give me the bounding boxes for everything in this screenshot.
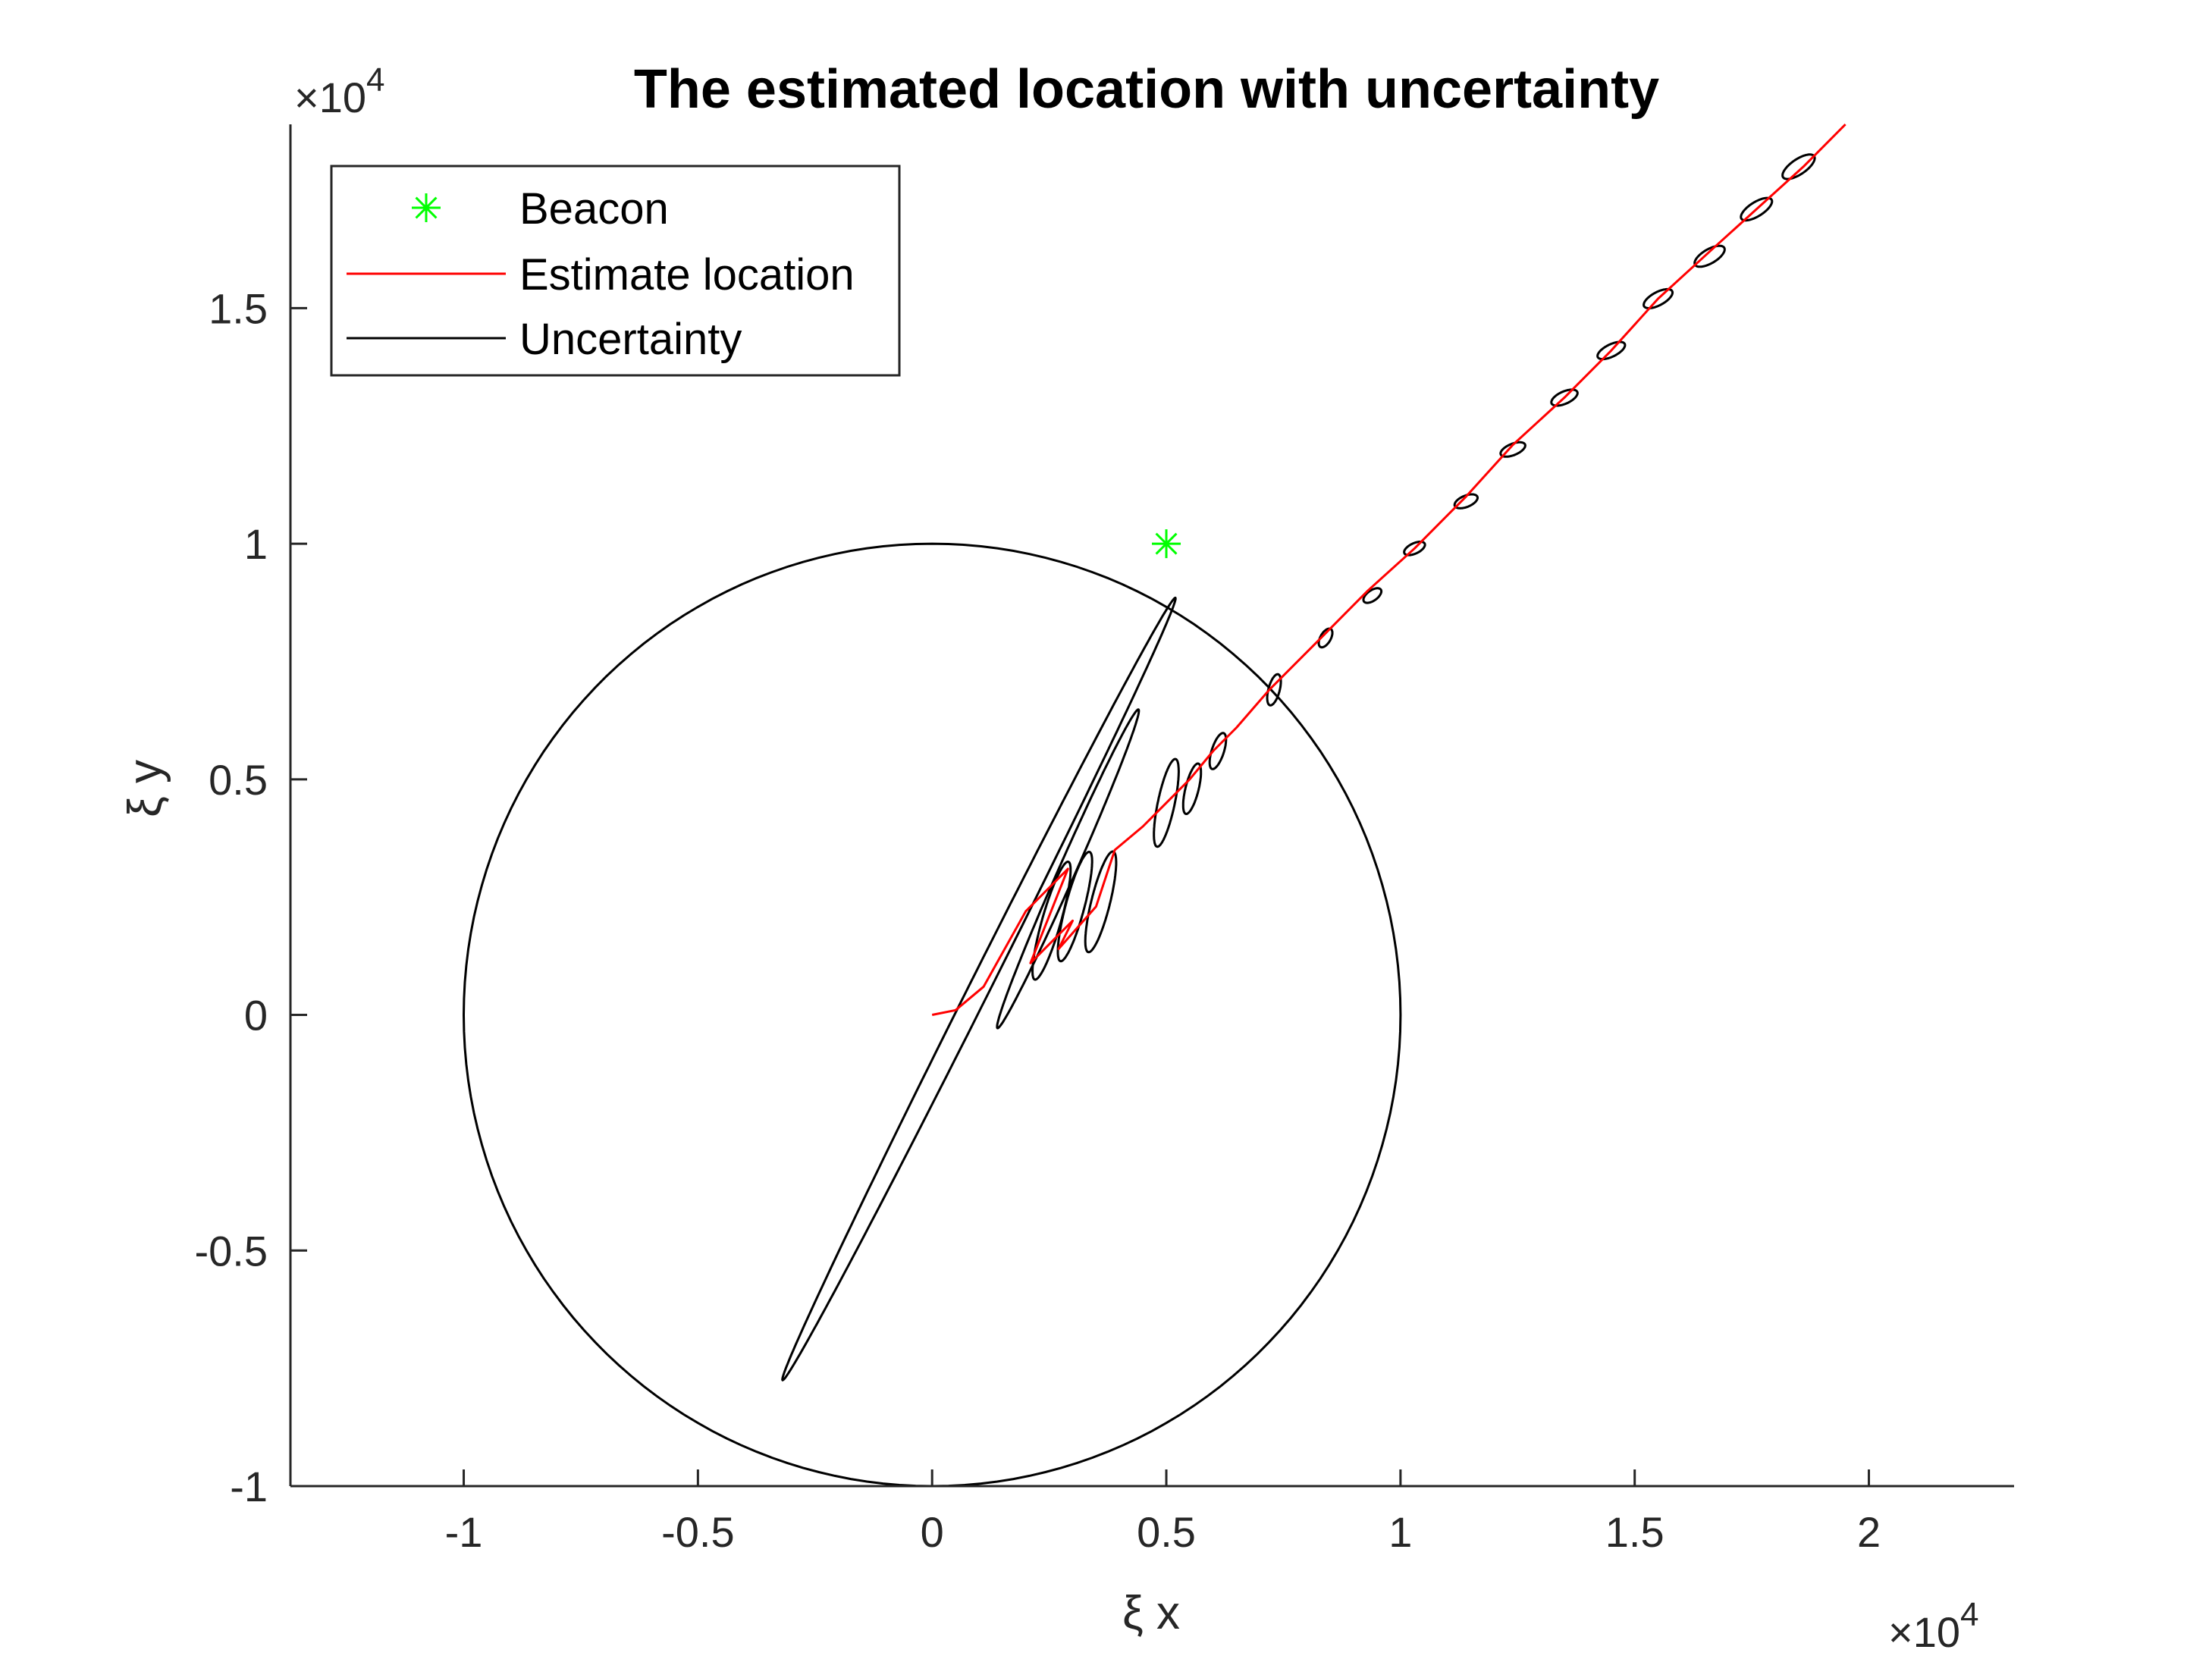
legend-item-beacon: Beacon bbox=[412, 184, 669, 234]
x-tick-label-4: 1 bbox=[1388, 1508, 1412, 1556]
x-tick-label-2: 0 bbox=[921, 1508, 944, 1556]
uncertainty-ellipse-20 bbox=[1781, 153, 1816, 180]
uncertainty-ellipse-9 bbox=[1266, 673, 1282, 707]
y-multiplier-base: ×10 bbox=[294, 74, 366, 121]
x-tick-label-1: -0.5 bbox=[661, 1508, 735, 1556]
uncertainty-ellipse-1 bbox=[781, 596, 1177, 1381]
estimate-line-layer bbox=[931, 123, 1846, 1016]
uncertainty-ellipse-17 bbox=[1643, 287, 1674, 309]
legend-item-uncertainty: Uncertainty bbox=[347, 315, 742, 364]
legend: Beacon Estimate location Uncertainty bbox=[330, 165, 901, 377]
uncertainty-ellipse-8 bbox=[1208, 732, 1228, 770]
y-axis-label: ξ y bbox=[119, 760, 171, 817]
x-multiplier: ×104 bbox=[1888, 1596, 1978, 1656]
uncertainty-ellipse-14 bbox=[1499, 441, 1526, 458]
x-multiplier-exp: 4 bbox=[1960, 1596, 1978, 1633]
x-ticks: -1 -0.5 0 0.5 1 1.5 2 bbox=[445, 1469, 1881, 1556]
legend-label-beacon: Beacon bbox=[519, 184, 669, 234]
x-tick-label-3: 0.5 bbox=[1137, 1508, 1196, 1556]
legend-label-estimate: Estimate location bbox=[519, 250, 855, 299]
uncertainty-ellipse-13 bbox=[1453, 493, 1479, 510]
uncertainty-ellipse-16 bbox=[1596, 340, 1627, 361]
uncertainty-ellipse-19 bbox=[1740, 196, 1774, 222]
uncertainty-ellipse-0 bbox=[462, 542, 1402, 1488]
beacon-marker-0 bbox=[1152, 529, 1181, 559]
beacon-layer bbox=[1152, 529, 1181, 559]
axes-lines bbox=[289, 124, 2014, 1488]
chart-title: The estimated location with uncertainty bbox=[634, 59, 1659, 120]
x-tick-label-6: 2 bbox=[1857, 1508, 1881, 1556]
uncertainty-ellipse-12 bbox=[1403, 541, 1426, 557]
uncertainty-ellipse-15 bbox=[1550, 388, 1579, 407]
uncertainty-ellipse-10 bbox=[1317, 627, 1334, 649]
legend-label-uncertainty: Uncertainty bbox=[519, 315, 742, 364]
uncertainty-ellipse-2 bbox=[996, 708, 1141, 1030]
legend-item-estimate: Estimate location bbox=[347, 250, 855, 299]
legend-beacon-marker bbox=[412, 193, 441, 222]
y-tick-label-2: 0 bbox=[244, 992, 268, 1040]
y-multiplier: ×104 bbox=[294, 61, 384, 121]
uncertainty-ellipse-4 bbox=[1056, 851, 1093, 963]
estimate-location-line bbox=[931, 123, 1846, 1016]
uncertainty-ellipse-7 bbox=[1181, 762, 1203, 815]
uncertainty-ellipse-6 bbox=[1153, 757, 1180, 848]
y-ticks: -1 -0.5 0 0.5 1 1.5 bbox=[195, 284, 307, 1510]
y-multiplier-exp: 4 bbox=[366, 61, 384, 99]
y-tick-label-3: 0.5 bbox=[209, 756, 268, 804]
legend-beacon-asterisk bbox=[412, 193, 441, 222]
y-tick-label-5: 1.5 bbox=[209, 284, 268, 332]
uncertainty-ellipse-11 bbox=[1362, 587, 1383, 604]
x-tick-label-0: -1 bbox=[445, 1508, 483, 1556]
x-tick-label-5: 1.5 bbox=[1605, 1508, 1664, 1556]
x-axis-label: ξ x bbox=[1122, 1587, 1180, 1639]
y-tick-label-1: -0.5 bbox=[195, 1227, 268, 1275]
y-tick-label-4: 1 bbox=[244, 520, 268, 568]
x-multiplier-base: ×10 bbox=[1888, 1608, 1960, 1656]
uncertainty-ellipse-5 bbox=[1084, 850, 1118, 954]
y-tick-label-0: -1 bbox=[230, 1463, 268, 1510]
